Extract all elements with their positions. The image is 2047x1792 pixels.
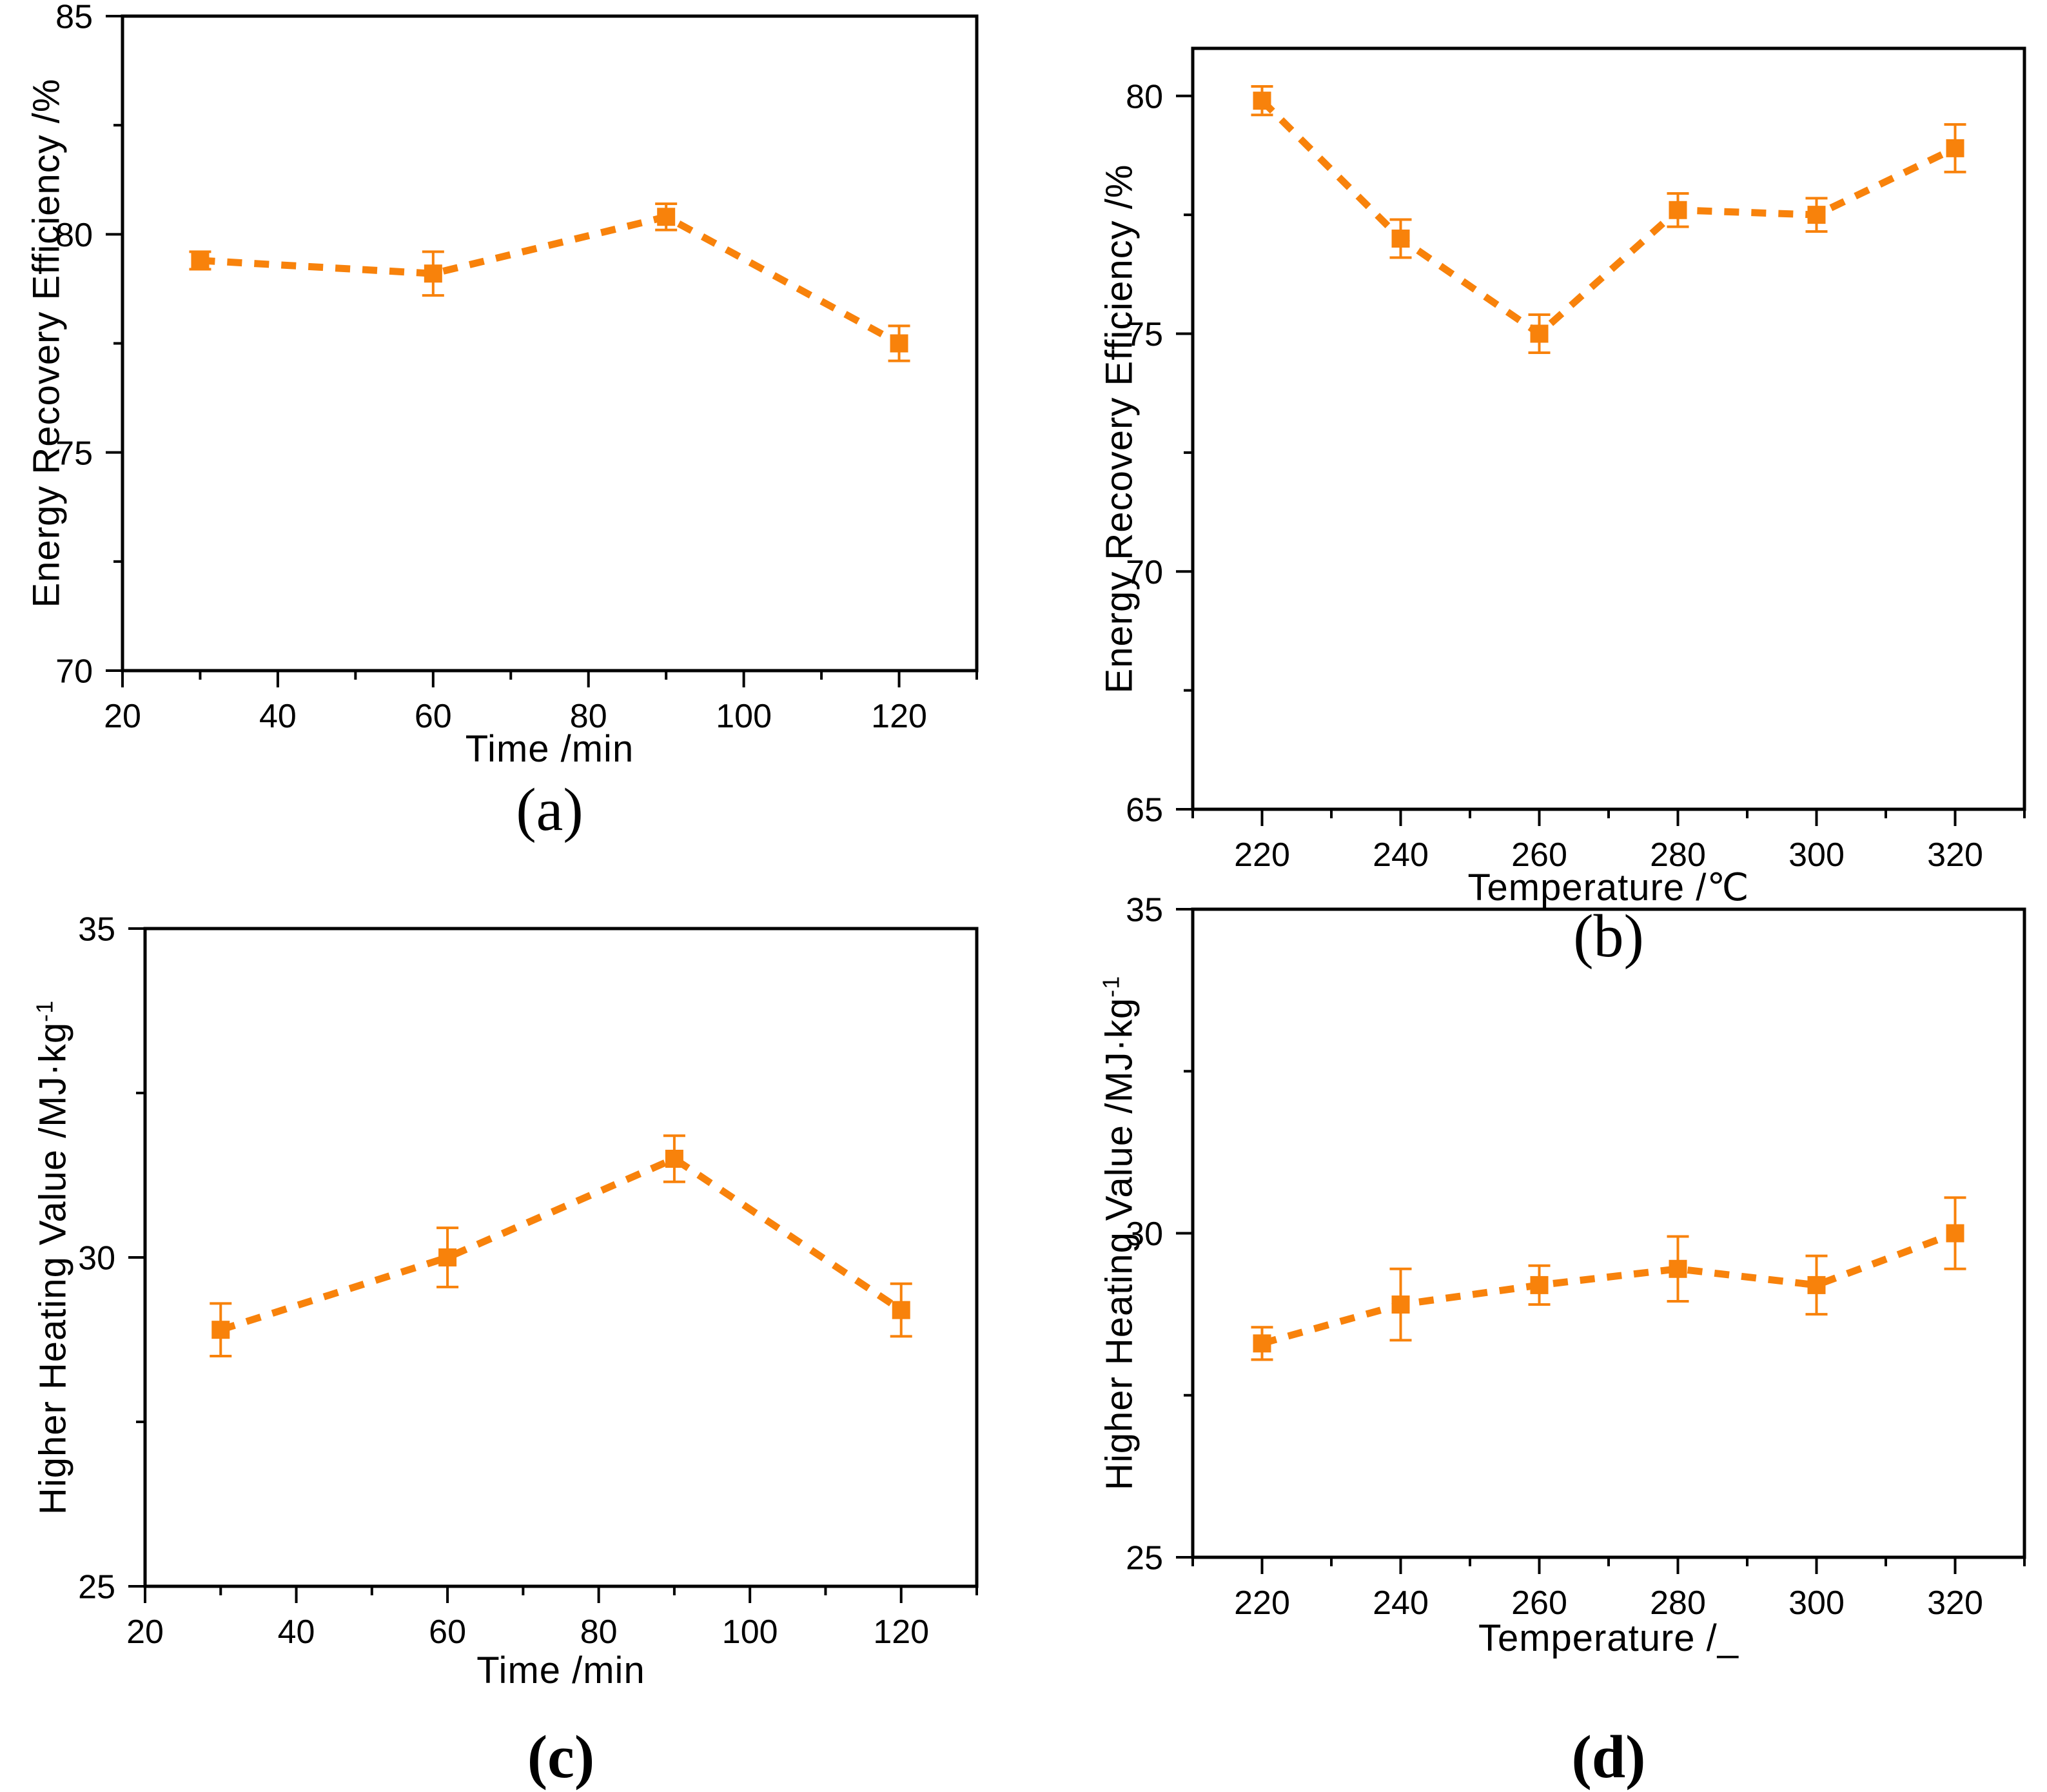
x-tick-label: 280 [1650, 1584, 1706, 1622]
data-marker [1946, 139, 1964, 157]
y-tick-label: 35 [78, 911, 115, 949]
data-line [219, 1154, 903, 1334]
chart-a-ylabel-text: Energy Recovery Efficiency /% [25, 78, 68, 608]
data-marker [1530, 324, 1549, 343]
data-marker [1530, 1275, 1549, 1294]
chart-d-xlabel: Temperature /_ [1478, 1617, 1739, 1659]
x-tick-label: 20 [126, 1613, 164, 1651]
y-tick-label: 25 [78, 1569, 115, 1606]
x-tick-label: 220 [1234, 1584, 1290, 1622]
data-marker [890, 334, 908, 353]
chart-b-ylabel-text: Energy Recovery Efficiency /% [1098, 164, 1141, 694]
data-marker [424, 264, 442, 283]
y-tick-label: 30 [78, 1240, 115, 1277]
data-line [1261, 1230, 1957, 1347]
x-tick-label: 100 [716, 698, 772, 735]
plot-frame [1191, 46, 2026, 811]
x-tick-label: 40 [278, 1613, 315, 1651]
x-tick-label: 80 [580, 1613, 618, 1651]
x-tick-label: 60 [415, 698, 452, 735]
data-marker [1669, 1259, 1687, 1278]
data-marker [892, 1301, 910, 1319]
panel-d: 220 240 260 280 300 320 25 30 35 Higher Heating … [1024, 892, 2047, 1792]
x-tick-label: 240 [1373, 836, 1429, 874]
panel-c-letter: (c) [527, 1724, 595, 1791]
data-marker [438, 1248, 457, 1266]
y-tick-label: 80 [55, 217, 93, 254]
y-tick-label: 25 [1126, 1540, 1163, 1577]
x-tick-label: 260 [1511, 1584, 1567, 1622]
chart-d-ylabel: Higher Heating Value /MJ·kg-1 [1097, 976, 1141, 1490]
x-tick-label: 100 [722, 1613, 778, 1651]
y-tick-label: 70 [55, 653, 93, 691]
chart-b-ylabel: Energy Recovery Efficiency /% [1097, 164, 1141, 694]
x-tick-label: 280 [1650, 836, 1706, 874]
chart-d-ylabel-text: Higher Heating Value /MJ·kg [1098, 997, 1141, 1491]
x-tick-label: 40 [259, 698, 297, 735]
plot-frame [1191, 907, 2026, 1559]
data-marker [665, 1150, 683, 1168]
plot-frame [121, 14, 979, 673]
chart-c-svg: 20 40 60 80 100 120 25 30 35 [78, 911, 979, 1651]
chart-a-xlabel: Time /min [465, 728, 634, 770]
x-tick-label: 220 [1234, 836, 1290, 874]
x-tick-label: 80 [570, 698, 607, 735]
chart-d-svg: 220 240 260 280 300 320 25 30 35 [1126, 892, 2026, 1622]
x-tick-label: 20 [104, 698, 141, 735]
chart-c-ylabel-text: Higher Heating Value /MJ·kg [32, 1021, 74, 1515]
x-tick-label: 300 [1788, 836, 1845, 874]
chart-c-xlabel: Time /min [476, 1649, 645, 1691]
panel-a-letter: (a) [516, 776, 583, 843]
x-tick-label: 320 [1927, 836, 1983, 874]
chart-a-svg: 20 40 60 80 100 120 70 75 80 85 [55, 0, 979, 735]
plot-frame [143, 927, 979, 1588]
data-marker [1669, 201, 1687, 219]
panel-b-letter: (b) [1573, 903, 1644, 970]
y-tick-label: 70 [1126, 554, 1163, 591]
chart-b-xlabel: Temperature /℃ [1467, 867, 1750, 909]
data-marker [211, 1321, 230, 1339]
panel-d-letter: (d) [1571, 1724, 1646, 1791]
data-marker [1253, 92, 1271, 110]
y-tick-label: 85 [55, 0, 93, 36]
chart-c-ylabel-sup: -1 [31, 999, 58, 1022]
data-line [1259, 98, 1957, 339]
chart-d-ylabel-sup: -1 [1097, 975, 1124, 998]
x-tick-label: 60 [429, 1613, 466, 1651]
data-marker [1807, 1275, 1826, 1294]
panel-c: 20 40 60 80 100 120 25 30 35 Higher Heating Valu… [0, 896, 1023, 1792]
data-marker [1391, 1295, 1410, 1314]
data-marker [657, 208, 676, 226]
panel-b: 220 240 260 280 300 320 65 70 75 80 Energy Recove… [1024, 0, 2047, 970]
x-tick-label: 320 [1927, 1584, 1983, 1622]
y-tick-label: 80 [1126, 78, 1163, 115]
data-line [200, 213, 901, 347]
chart-b-svg: 220 240 260 280 300 320 65 70 75 80 [1126, 46, 2026, 874]
data-marker [1807, 206, 1826, 224]
chart-a-ylabel: Energy Recovery Efficiency /% [24, 79, 68, 608]
data-marker [1946, 1224, 1964, 1243]
data-marker [1391, 230, 1410, 248]
y-tick-label: 30 [1126, 1216, 1163, 1253]
x-tick-label: 240 [1373, 1584, 1429, 1622]
y-tick-label: 35 [1126, 892, 1163, 929]
data-marker [191, 251, 210, 270]
x-tick-label: 120 [871, 698, 927, 735]
x-tick-label: 260 [1511, 836, 1567, 874]
data-marker [1253, 1334, 1271, 1353]
x-tick-label: 120 [873, 1613, 929, 1651]
y-tick-label: 65 [1126, 792, 1163, 829]
chart-c-ylabel: Higher Heating Value /MJ·kg-1 [31, 1000, 74, 1515]
panel-a: 20 40 60 80 100 120 70 75 80 85 Energy Recovery E… [0, 0, 1023, 896]
y-tick-label: 75 [55, 435, 93, 472]
y-tick-label: 75 [1126, 316, 1163, 353]
x-tick-label: 300 [1788, 1584, 1845, 1622]
